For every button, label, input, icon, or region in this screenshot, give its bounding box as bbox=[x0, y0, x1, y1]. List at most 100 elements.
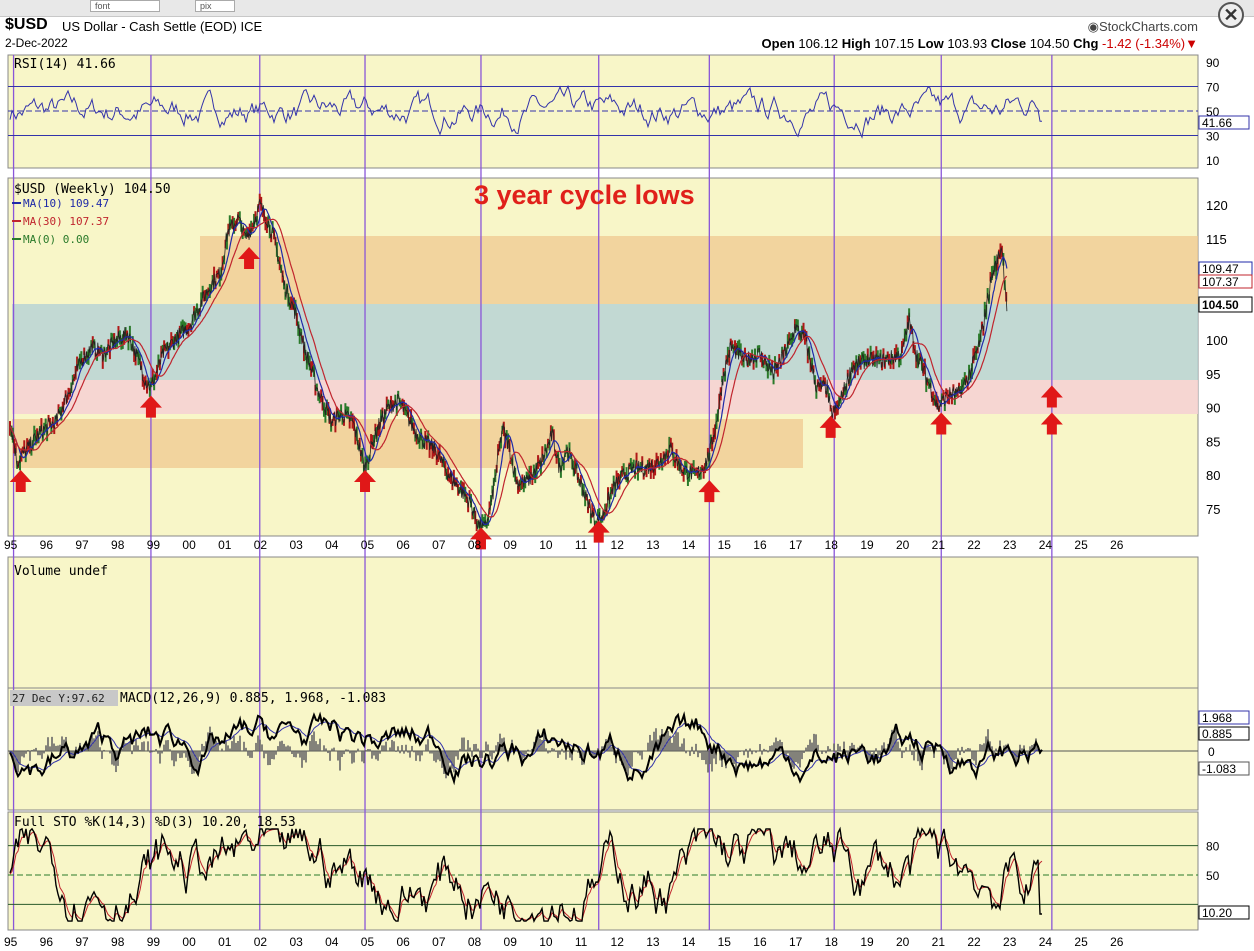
x-tick-label: 20 bbox=[896, 935, 910, 949]
price-y-tick: 75 bbox=[1206, 502, 1220, 517]
ma10-value-label: 109.47 bbox=[1202, 262, 1239, 276]
x-tick-label: 05 bbox=[361, 935, 375, 949]
close-label: Close bbox=[990, 36, 1027, 51]
price-y-tick: 85 bbox=[1206, 434, 1220, 449]
cycle-low-arrow bbox=[819, 415, 842, 438]
price-y-tick: 120 bbox=[1206, 198, 1228, 213]
x-tick-label: 20 bbox=[896, 538, 910, 552]
x-tick-label: 97 bbox=[75, 538, 89, 552]
brand-label: ◉StockCharts.com bbox=[1088, 19, 1198, 35]
x-tick-label: 13 bbox=[646, 935, 660, 949]
x-tick-label: 08 bbox=[468, 538, 482, 552]
rsi-y-tick: 90 bbox=[1206, 56, 1220, 70]
x-tick-label: 99 bbox=[147, 935, 161, 949]
price-line bbox=[9, 199, 1008, 532]
x-tick-label: 19 bbox=[860, 935, 874, 949]
x-tick-label: 06 bbox=[396, 538, 410, 552]
x-tick-label: 00 bbox=[182, 935, 196, 949]
macd-title: MACD(12,26,9) 0.885, 1.968, -1.083 bbox=[120, 691, 386, 706]
price-y-tick: 100 bbox=[1206, 333, 1228, 348]
ohlc-readout: Open 106.12 High 107.15 Low 103.93 Close… bbox=[762, 36, 1198, 51]
chg-value: -1.42 (-1.34%) bbox=[1102, 36, 1186, 51]
x-tick-label: 15 bbox=[718, 935, 732, 949]
macd-line bbox=[9, 711, 1043, 786]
ma10-line bbox=[9, 208, 1008, 525]
x-tick-label: 18 bbox=[825, 538, 839, 552]
orange-base-band bbox=[12, 419, 803, 468]
x-tick-label: 14 bbox=[682, 935, 696, 949]
macd-y-tick: 0 bbox=[1208, 745, 1215, 759]
x-tick-label: 21 bbox=[932, 538, 946, 552]
macd-signal-line bbox=[9, 721, 1043, 773]
price-right-labels: 109.47 107.37 104.50 bbox=[1198, 261, 1253, 313]
x-tick-label: 11 bbox=[575, 935, 588, 949]
x-tick-label: 04 bbox=[325, 935, 339, 949]
x-tick-label: 25 bbox=[1074, 538, 1088, 552]
x-tick-label: 03 bbox=[289, 935, 303, 949]
x-tick-label: 16 bbox=[753, 538, 767, 552]
x-tick-label: 10 bbox=[539, 538, 553, 552]
x-tick-label: 09 bbox=[504, 538, 518, 552]
crosshair-label: 27 Dec Y:97.62 bbox=[12, 692, 105, 705]
x-tick-label: 01 bbox=[218, 538, 232, 552]
volume-title: Volume undef bbox=[14, 564, 108, 579]
symbol: $USD bbox=[5, 16, 48, 33]
sto-value-label: 10.20 bbox=[1202, 906, 1232, 920]
x-tick-label: 16 bbox=[753, 935, 767, 949]
x-tick-label: 05 bbox=[361, 538, 375, 552]
x-tick-label: 26 bbox=[1110, 935, 1124, 949]
ma10-legend: MA(10) 109.47 bbox=[23, 197, 109, 210]
x-tick-label: 21 bbox=[932, 935, 946, 949]
ma0-legend: MA(0) 0.00 bbox=[23, 233, 89, 246]
rsi-y-tick: 10 bbox=[1206, 154, 1220, 168]
rsi-title: RSI(14) 41.66 bbox=[14, 57, 116, 72]
x-tick-label: 17 bbox=[789, 935, 803, 949]
x-tick-label: 07 bbox=[432, 538, 446, 552]
x-tick-label: 06 bbox=[396, 935, 410, 949]
x-tick-label: 04 bbox=[325, 538, 339, 552]
x-tick-label: 02 bbox=[254, 538, 268, 552]
x-tick-label: 25 bbox=[1074, 935, 1088, 949]
high-value: 107.15 bbox=[874, 36, 915, 51]
x-tick-label: 95 bbox=[4, 935, 18, 949]
annotation-3-year-cycle-lows: 3 year cycle lows bbox=[474, 180, 695, 210]
x-tick-label: 13 bbox=[646, 538, 660, 552]
macd-right-labels: 1.968 0.885 -1.083 bbox=[1198, 710, 1250, 776]
close-x-icon[interactable]: ✕ bbox=[1218, 2, 1244, 28]
cycle-low-arrow bbox=[1040, 412, 1063, 435]
down-triangle-icon: ▼ bbox=[1185, 36, 1198, 51]
x-tick-label: 01 bbox=[218, 935, 232, 949]
x-tick-label: 18 bbox=[825, 935, 839, 949]
x-tick-label: 22 bbox=[967, 538, 981, 552]
brand-name: StockCharts.com bbox=[1099, 19, 1198, 34]
x-tick-label: 24 bbox=[1039, 538, 1053, 552]
stochastic-panel bbox=[7, 811, 1199, 931]
pix-field[interactable]: pix bbox=[195, 0, 235, 12]
price-title: $USD (Weekly) 104.50 bbox=[14, 182, 171, 197]
price-y-tick: 80 bbox=[1206, 468, 1220, 483]
low-value: 103.93 bbox=[947, 36, 988, 51]
macd-signal-label: 1.968 bbox=[1202, 711, 1232, 725]
open-value: 106.12 bbox=[798, 36, 839, 51]
rsi-line bbox=[9, 84, 1042, 139]
font-field[interactable]: font bbox=[90, 0, 160, 12]
volume-panel bbox=[7, 556, 1199, 689]
sto-right-label: 10.20 bbox=[1198, 905, 1250, 920]
price-y-tick: 95 bbox=[1206, 367, 1220, 382]
macd-line-label: 0.885 bbox=[1202, 727, 1232, 741]
orange-resistance-band bbox=[200, 236, 1198, 304]
x-tick-label: 24 bbox=[1039, 935, 1053, 949]
x-tick-label: 22 bbox=[967, 935, 981, 949]
rsi-y-tick: 30 bbox=[1206, 130, 1220, 144]
stochastic-title: Full STO %K(14,3) %D(3) 10.20, 18.53 bbox=[14, 815, 296, 830]
x-tick-label: 03 bbox=[289, 538, 303, 552]
cycle-low-arrow bbox=[9, 469, 32, 492]
price-y-tick: 90 bbox=[1206, 401, 1220, 416]
cycle-low-arrow bbox=[1040, 385, 1063, 408]
x-tick-label: 10 bbox=[539, 935, 553, 949]
x-tick-label: 98 bbox=[111, 935, 125, 949]
ma30-legend: MA(30) 107.37 bbox=[23, 215, 109, 228]
x-tick-label: 23 bbox=[1003, 935, 1017, 949]
x-tick-label: 15 bbox=[718, 538, 732, 552]
x-tick-label: 99 bbox=[147, 538, 161, 552]
